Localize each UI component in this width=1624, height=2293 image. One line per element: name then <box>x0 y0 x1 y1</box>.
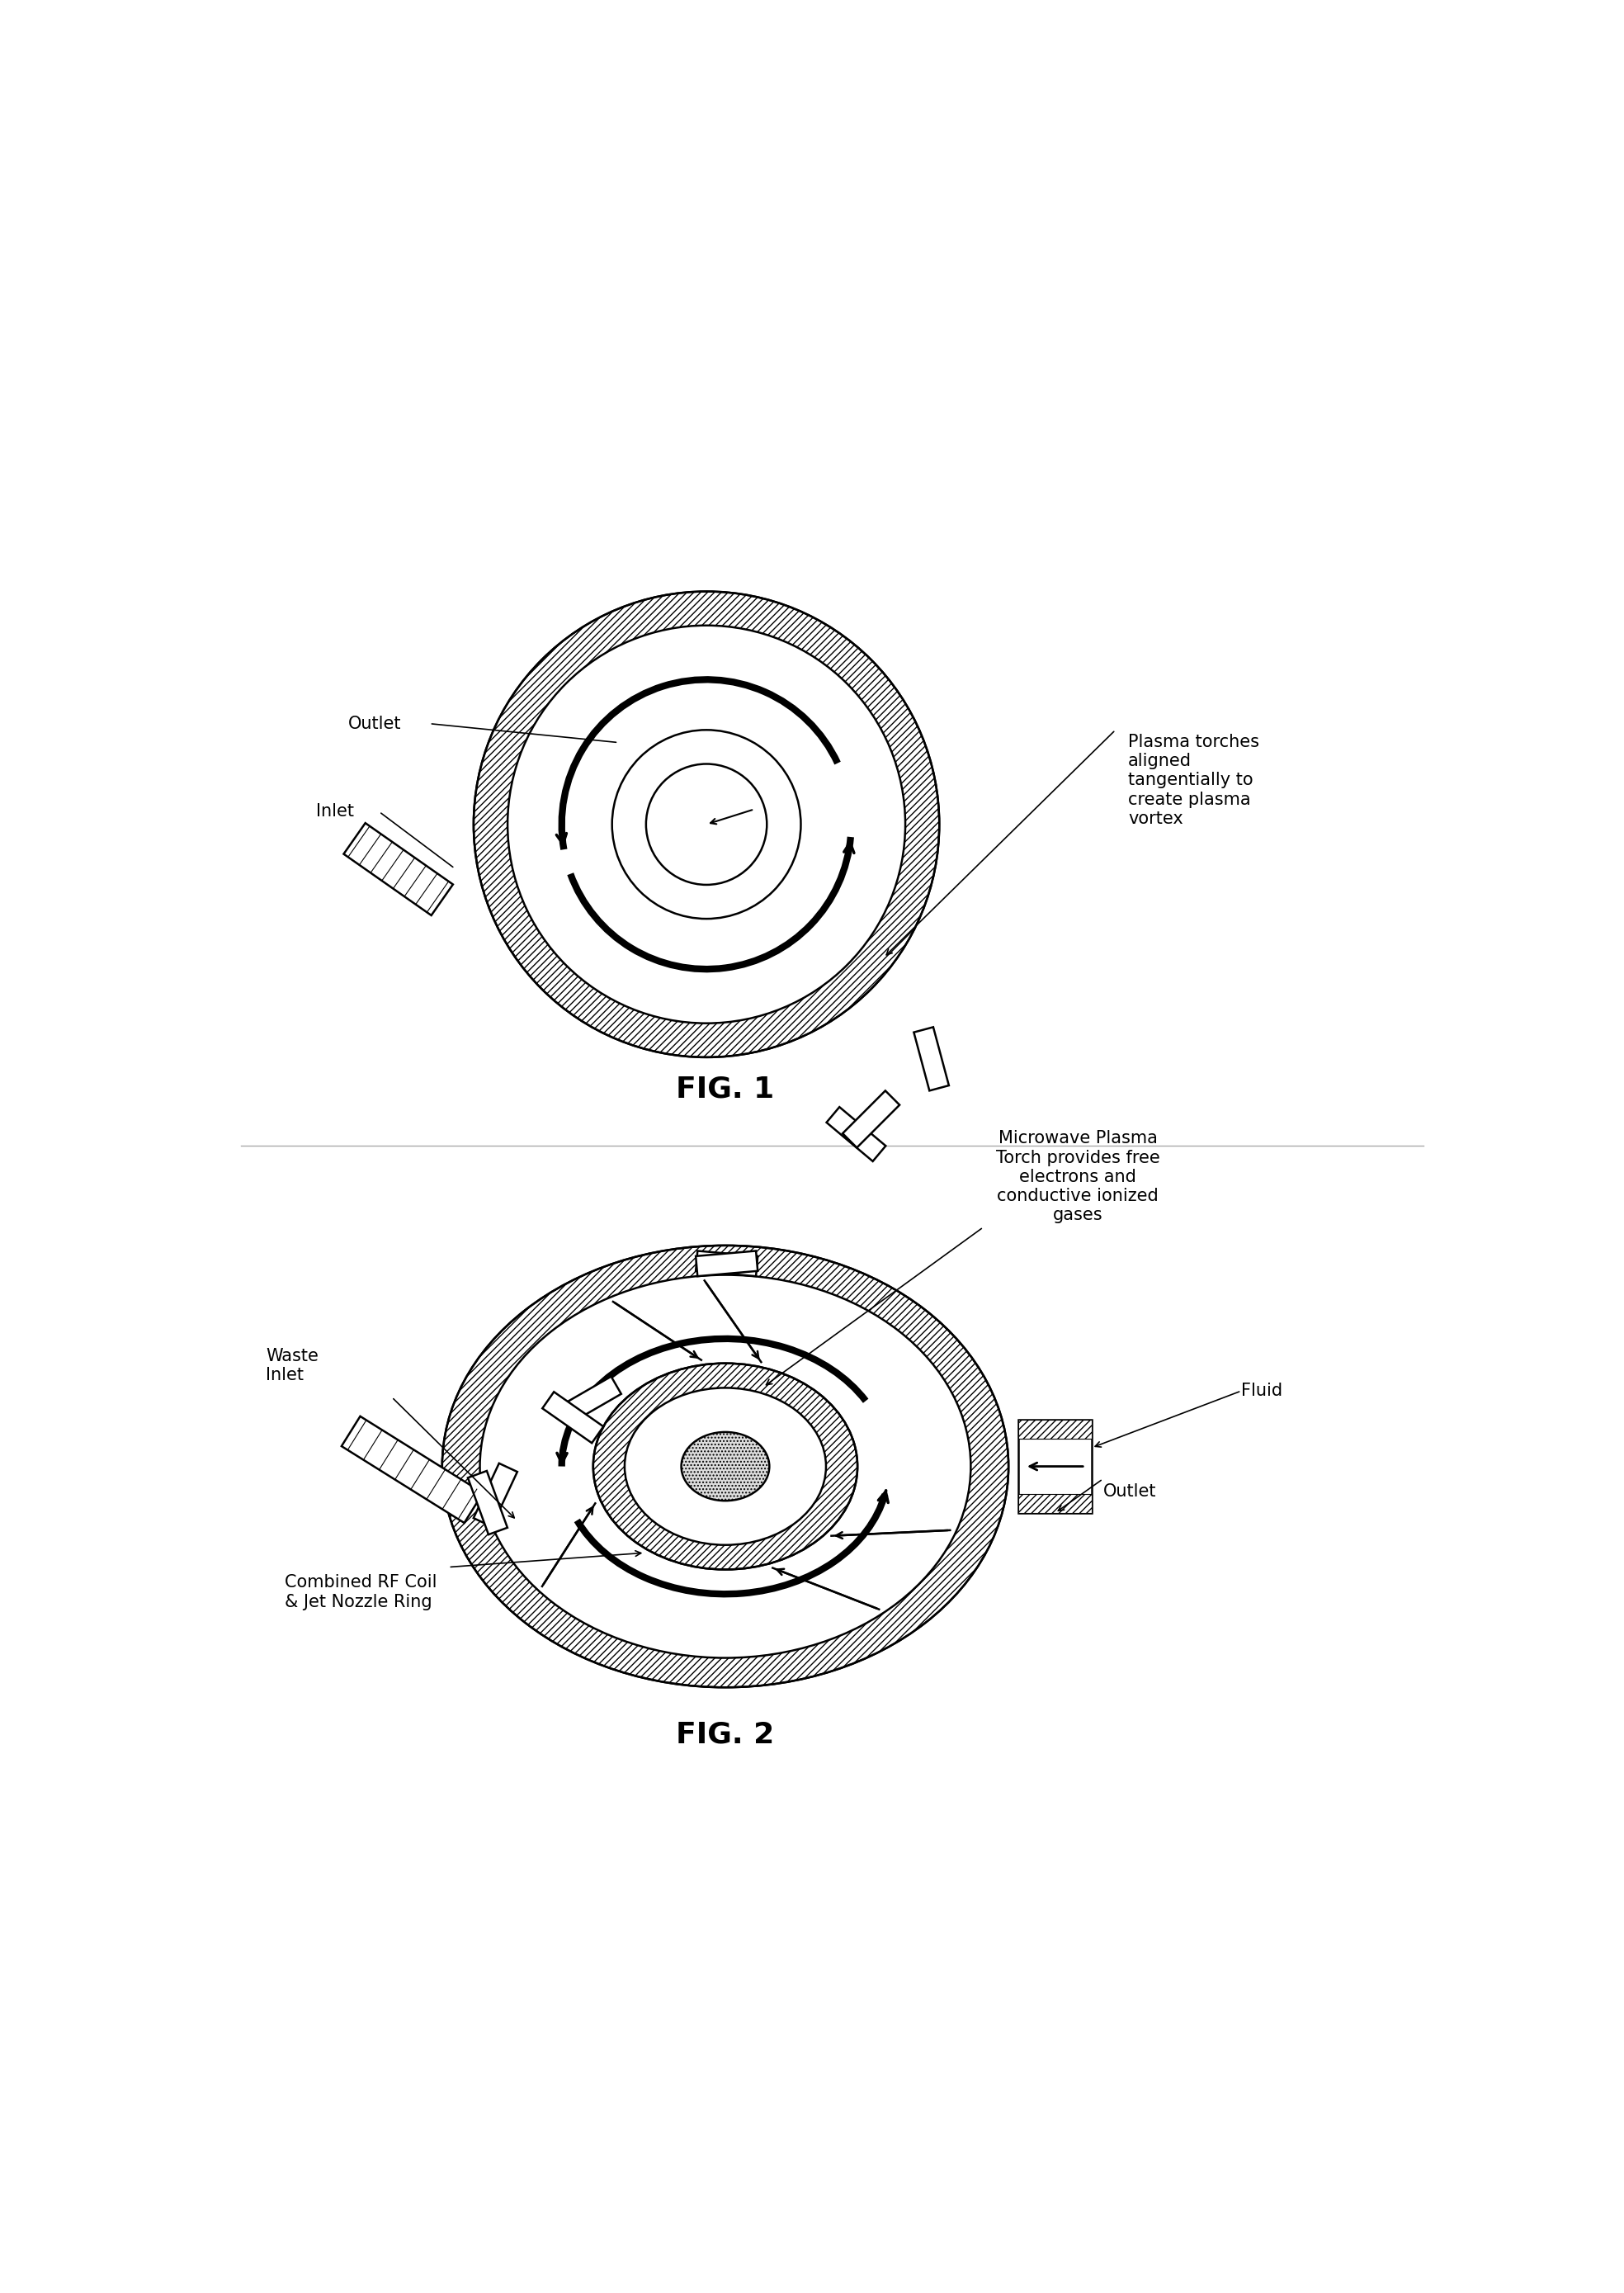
Text: Inlet: Inlet <box>317 803 354 821</box>
Text: Waste
Inlet: Waste Inlet <box>266 1348 318 1383</box>
Polygon shape <box>474 1463 518 1527</box>
Text: Plasma torches
aligned
tangentially to
create plasma
vortex: Plasma torches aligned tangentially to c… <box>1129 734 1259 828</box>
Polygon shape <box>468 1470 507 1534</box>
Polygon shape <box>695 1252 758 1277</box>
Ellipse shape <box>474 592 939 1057</box>
Polygon shape <box>341 1417 482 1523</box>
Polygon shape <box>542 1392 604 1442</box>
Bar <box>1018 1419 1091 1513</box>
Text: FIG. 1: FIG. 1 <box>676 1075 775 1103</box>
Ellipse shape <box>508 626 905 1023</box>
Ellipse shape <box>682 1433 770 1502</box>
Ellipse shape <box>625 1387 827 1545</box>
Polygon shape <box>559 1376 622 1424</box>
Bar <box>1018 1419 1091 1438</box>
Ellipse shape <box>593 1364 857 1568</box>
Text: Microwave Plasma
Torch provides free
electrons and
conductive ionized
gases: Microwave Plasma Torch provides free ele… <box>996 1130 1160 1224</box>
Bar <box>1018 1495 1091 1513</box>
Ellipse shape <box>612 729 801 919</box>
Polygon shape <box>827 1108 885 1160</box>
Ellipse shape <box>646 764 767 885</box>
Polygon shape <box>914 1027 948 1091</box>
Ellipse shape <box>442 1245 1009 1688</box>
Polygon shape <box>695 1252 758 1277</box>
Text: Fluid: Fluid <box>1241 1383 1283 1399</box>
Text: FIG. 2: FIG. 2 <box>676 1720 775 1750</box>
Text: Combined RF Coil
& Jet Nozzle Ring: Combined RF Coil & Jet Nozzle Ring <box>284 1575 437 1610</box>
Polygon shape <box>344 823 453 915</box>
Ellipse shape <box>481 1275 971 1658</box>
Text: Outlet: Outlet <box>1103 1484 1156 1500</box>
Polygon shape <box>843 1091 900 1149</box>
Text: Outlet: Outlet <box>348 715 401 731</box>
